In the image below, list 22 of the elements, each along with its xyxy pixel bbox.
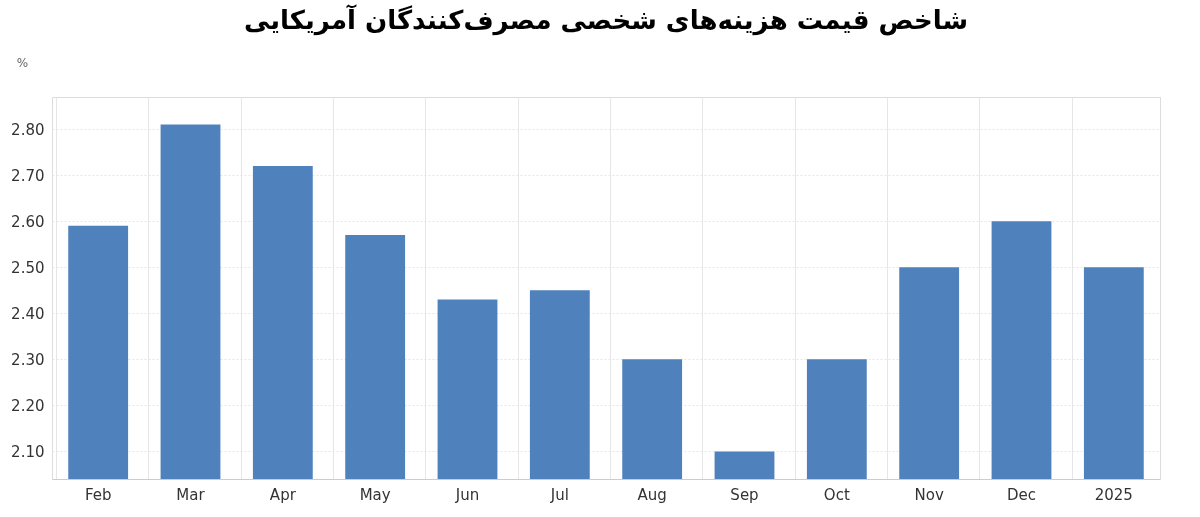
y-tick-label: 2.10 [11,442,45,461]
x-tick-label: Aug [637,485,667,504]
x-tick-label: Feb [84,485,112,504]
y-tick-label: 2.50 [11,258,45,277]
x-tick-label: Dec [1006,485,1037,504]
x-tick-label: Jun [454,485,480,504]
chart-title: شاخص قیمت هزینه‌های شخصی مصرف‌کنندگان آمریکایی [243,4,969,36]
y-tick-label: 2.30 [11,350,45,369]
x-tick-label: Apr [269,485,297,504]
x-tick-label: 2025 [1094,485,1133,504]
y-tick-label: 2.80 [11,120,45,139]
x-tick-label: Mar [176,485,206,504]
y-tick-label: 2.60 [11,212,45,231]
y-tick-label: 2.20 [11,396,45,415]
x-tick-label: Sep [730,485,759,504]
x-tick-label: Nov [914,485,944,504]
y-tick-label: 2.40 [11,304,45,323]
x-tick-label: Oct [823,485,850,504]
y-axis-title: % [16,55,29,70]
x-tick-label: Jul [549,485,569,504]
x-tick-label: May [359,485,391,504]
y-tick-label: 2.70 [11,166,45,185]
